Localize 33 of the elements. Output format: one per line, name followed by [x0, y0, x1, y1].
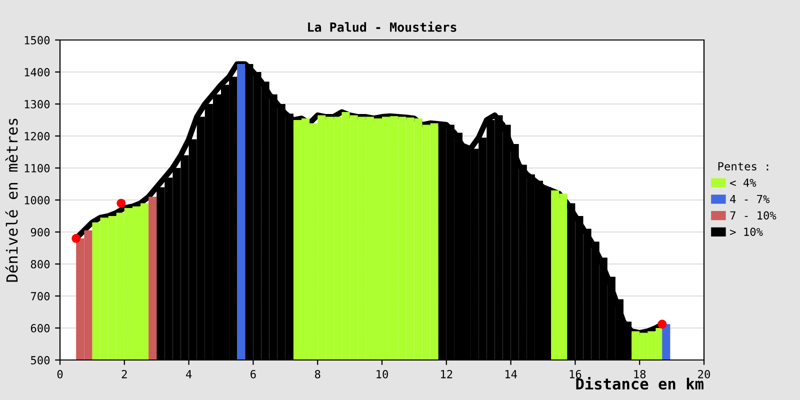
x-tick-label: 12: [441, 370, 452, 378]
legend-label: < 4%: [730, 178, 756, 187]
x-tick-label: 6: [250, 370, 256, 378]
x-tick-label: 20: [698, 370, 710, 378]
x-tick-label: 4: [186, 370, 192, 378]
legend-label: > 10%: [730, 228, 763, 236]
legend-label: 7 - 10%: [730, 211, 776, 220]
x-tick-label: 14: [505, 370, 517, 378]
x-tick-label: 10: [376, 370, 388, 378]
x-tick-label: 0: [57, 370, 63, 378]
x-tick-label: 16: [570, 370, 582, 378]
y-tick-label: 1200: [24, 132, 50, 140]
point: [658, 320, 667, 329]
x-tick-label: 8: [314, 370, 320, 378]
x-tick-label: 2: [122, 370, 127, 378]
y-tick-label: 800: [30, 260, 50, 268]
x-axis-title: Distance en km: [576, 376, 704, 390]
y-axis-title: Dénivelé en mètres: [5, 118, 18, 282]
y-tick-label: 1500: [24, 36, 50, 44]
point: [72, 234, 81, 243]
y-tick-label: 1400: [24, 68, 50, 76]
legend-label: 4 - 7%: [730, 194, 770, 204]
point: [116, 198, 126, 208]
y-tick-label: 1000: [24, 196, 50, 204]
y-tick-label: 500: [30, 356, 50, 364]
y-tick-label: 600: [30, 324, 50, 332]
y-tick-label: 900: [30, 228, 50, 236]
y-tick-label: 700: [30, 292, 50, 300]
y-tick-label: 1100: [24, 164, 50, 172]
legend-title: Pentes :: [718, 162, 768, 171]
y-tick-label: 1300: [24, 100, 50, 108]
chart-title: La Palud - Moustiers: [308, 22, 456, 32]
x-tick-label: 18: [634, 370, 646, 378]
